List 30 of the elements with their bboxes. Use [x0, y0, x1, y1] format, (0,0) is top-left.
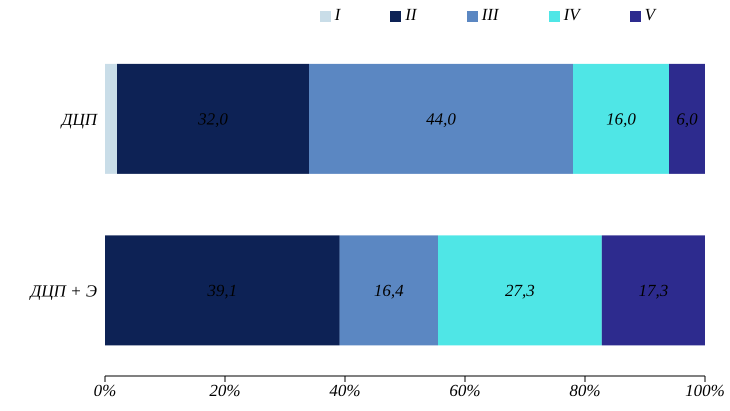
- legend-label: IV: [564, 5, 580, 24]
- y-tick-label: ДЦП + Э: [28, 281, 97, 300]
- legend-label: V: [644, 5, 655, 24]
- data-label: 17,3: [638, 280, 668, 300]
- bar: [573, 64, 669, 174]
- bar: [105, 235, 340, 346]
- bar: [117, 64, 309, 174]
- bar: [105, 64, 117, 174]
- bar: [309, 64, 573, 174]
- bar: [669, 64, 705, 174]
- x-tick-label: 80%: [569, 381, 601, 400]
- x-tick-label: 100%: [685, 381, 725, 400]
- bar: [602, 235, 705, 346]
- legend-label: I: [334, 5, 340, 24]
- data-label: 32,0: [197, 109, 228, 128]
- data-label: 16,0: [606, 109, 636, 128]
- x-tick-label: 60%: [449, 381, 481, 400]
- data-label: 39,1: [206, 280, 238, 300]
- legend-label: III: [482, 5, 499, 24]
- data-label: 16,4: [374, 280, 404, 300]
- x-tick-label: 0%: [94, 381, 116, 400]
- x-tick-label: 20%: [209, 381, 241, 400]
- bar: [340, 235, 438, 346]
- legend-label: II: [405, 5, 417, 24]
- data-label: 27,3: [505, 280, 535, 300]
- data-label: 6,0: [676, 109, 698, 128]
- y-tick-label: ДЦП: [60, 110, 99, 129]
- x-tick-label: 40%: [329, 381, 361, 400]
- bar: [438, 235, 602, 346]
- data-label: 44,0: [426, 109, 456, 128]
